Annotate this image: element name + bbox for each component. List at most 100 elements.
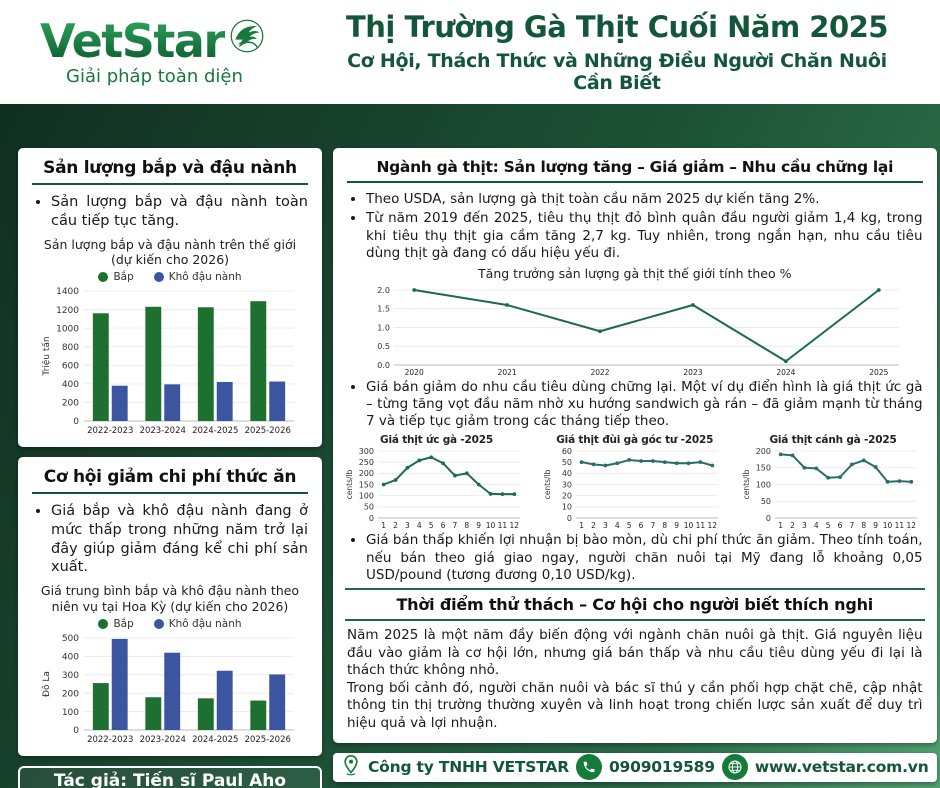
chart-title: Sản lượng bắp và đậu nành trên thế giới … — [43, 236, 297, 268]
svg-text:12: 12 — [906, 521, 916, 530]
svg-text:2023: 2023 — [684, 368, 703, 377]
svg-text:8: 8 — [464, 521, 469, 530]
card-title: Sản lượng bắp và đậu nành — [32, 158, 308, 185]
svg-text:5: 5 — [825, 521, 830, 530]
svg-text:11: 11 — [696, 521, 706, 530]
svg-text:1.5: 1.5 — [378, 304, 391, 313]
bullet-list: Theo USDA, sản lượng gà thịt toàn cầu nă… — [347, 191, 923, 262]
bullet-list: Giá bán giảm do nhu cầu tiêu dùng chững … — [347, 379, 923, 431]
svg-text:100: 100 — [62, 707, 79, 717]
logo-wordmark: VetStar — [40, 13, 226, 68]
legend-dot — [153, 271, 164, 282]
legend-item: Bắp — [98, 618, 134, 630]
legend-dot — [98, 271, 109, 282]
svg-text:2025-2026: 2025-2026 — [245, 426, 291, 436]
svg-text:150: 150 — [755, 464, 770, 473]
logo-tagline: Giải pháp toàn diện — [66, 65, 243, 87]
svg-text:2024-2025: 2024-2025 — [192, 735, 238, 745]
svg-text:11: 11 — [498, 521, 508, 530]
bullet-list: Sản lượng bắp và đậu nành toàn cầu tiếp … — [32, 193, 308, 231]
svg-text:50: 50 — [760, 498, 770, 507]
svg-text:1000: 1000 — [56, 324, 79, 334]
chart-title: Giá thịt đùi gà góc tư -2025 — [556, 434, 714, 447]
bullet-item: Giá bán giảm do nhu cầu tiêu dùng chững … — [366, 379, 923, 431]
svg-text:5: 5 — [627, 521, 632, 530]
svg-text:10: 10 — [684, 521, 694, 530]
svg-text:300: 300 — [62, 671, 79, 681]
bullet-item: Từ năm 2019 đến 2025, tiêu thụ thịt đỏ b… — [366, 210, 923, 262]
legend-label: Bắp — [113, 270, 134, 283]
corn-soy-production-chart: 0 200 400 600 800 1000 1200 1400 Triệu tấn 2022-2… — [41, 287, 294, 436]
svg-text:150: 150 — [359, 481, 374, 490]
corn-soy-price-chart: 0 100 200 300 400 500 Đô La 2022-2023 2023-2024 2… — [41, 634, 294, 745]
location-pin-icon — [341, 754, 361, 780]
card-feed-cost: Cơ hội giảm chi phí thức ăn Giá bắp và k… — [18, 456, 322, 756]
card-broiler-market: Ngành gà thịt: Sản lượng tăng – Giá giảm… — [333, 148, 937, 743]
svg-text:0: 0 — [73, 417, 79, 427]
svg-text:250: 250 — [359, 458, 374, 467]
svg-text:2020: 2020 — [405, 368, 424, 377]
svg-text:10: 10 — [882, 521, 892, 530]
author-box: Tác giả: Tiến sĩ Paul Aho Aviagen • Broi… — [18, 765, 322, 788]
paragraph: Trong bối cảnh đó, người chăn nuôi và bá… — [347, 679, 923, 732]
mini-chart-breast: Giá thịt ức gà -2025 0 50 100 150 200 250 300 c… — [345, 434, 528, 530]
pegasus-icon — [229, 18, 265, 58]
vetstar-logo: VetStar Giải pháp toàn diện — [40, 18, 330, 87]
svg-text:2025-2026: 2025-2026 — [245, 735, 291, 745]
svg-text:6: 6 — [837, 521, 842, 530]
svg-text:11: 11 — [894, 521, 904, 530]
left-column: Sản lượng bắp và đậu nành Sản lượng bắp … — [18, 148, 322, 788]
mini-charts-row: Giá thịt ức gà -2025 0 50 100 150 200 250 300 c… — [345, 434, 925, 530]
svg-text:1200: 1200 — [56, 306, 79, 316]
svg-text:2024-2025: 2024-2025 — [192, 426, 238, 436]
chart-title: Giá thịt ức gà -2025 — [380, 434, 493, 447]
svg-text:50: 50 — [562, 458, 572, 467]
svg-text:12: 12 — [510, 521, 520, 530]
svg-text:cents/lb: cents/lb — [345, 470, 354, 500]
svg-text:2023-2024: 2023-2024 — [140, 426, 186, 436]
svg-text:40: 40 — [562, 470, 572, 479]
svg-text:100: 100 — [359, 492, 374, 501]
svg-text:3: 3 — [603, 521, 608, 530]
svg-text:3: 3 — [405, 521, 410, 530]
svg-text:9: 9 — [675, 521, 680, 530]
bullet-item: Sản lượng bắp và đậu nành toàn cầu tiếp … — [51, 193, 308, 231]
svg-text:200: 200 — [359, 470, 374, 479]
section-title: Thời điểm thử thách – Cơ hội cho người b… — [345, 588, 925, 622]
svg-text:60: 60 — [562, 447, 572, 456]
right-column: Ngành gà thịt: Sản lượng tăng – Giá giảm… — [333, 148, 937, 782]
legend-dot — [153, 618, 164, 629]
svg-text:0.5: 0.5 — [378, 342, 391, 351]
svg-text:2022-2023: 2022-2023 — [87, 426, 133, 436]
globe-icon — [721, 754, 748, 781]
svg-text:4: 4 — [813, 521, 818, 530]
svg-text:20: 20 — [562, 492, 572, 501]
card-title: Ngành gà thịt: Sản lượng tăng – Giá giảm… — [347, 158, 923, 183]
svg-text:2022: 2022 — [591, 368, 610, 377]
chart-legend: Bắp Khô đậu nành — [30, 271, 310, 283]
chart-legend: Bắp Khô đậu nành — [30, 618, 310, 630]
svg-text:2: 2 — [790, 521, 795, 530]
svg-text:1: 1 — [381, 521, 386, 530]
svg-text:2023-2024: 2023-2024 — [140, 735, 186, 745]
svg-text:100: 100 — [755, 481, 770, 490]
legend-item: Khô đậu nành — [153, 617, 242, 630]
svg-text:3: 3 — [802, 521, 807, 530]
legend-label: Khô đậu nành — [168, 617, 242, 630]
svg-text:Đô La: Đô La — [41, 671, 52, 697]
svg-text:1: 1 — [778, 521, 783, 530]
bullet-item: Giá bán thấp khiến lợi nhuận bị bào mòn,… — [366, 532, 923, 584]
svg-text:1.0: 1.0 — [378, 323, 391, 332]
svg-text:400: 400 — [62, 652, 79, 662]
svg-text:10: 10 — [486, 521, 496, 530]
svg-text:1: 1 — [580, 521, 585, 530]
svg-text:0: 0 — [73, 726, 79, 736]
svg-text:500: 500 — [62, 634, 79, 644]
svg-text:9: 9 — [873, 521, 878, 530]
header: VetStar Giải pháp toàn diện Thị Trường G… — [0, 0, 940, 104]
chart-title: Giá trung bình bắp và khô đậu nành theo … — [40, 583, 300, 614]
svg-text:2025: 2025 — [870, 368, 889, 377]
bullet-item: Theo USDA, sản lượng gà thịt toàn cầu nă… — [366, 191, 923, 208]
svg-text:200: 200 — [62, 399, 79, 409]
